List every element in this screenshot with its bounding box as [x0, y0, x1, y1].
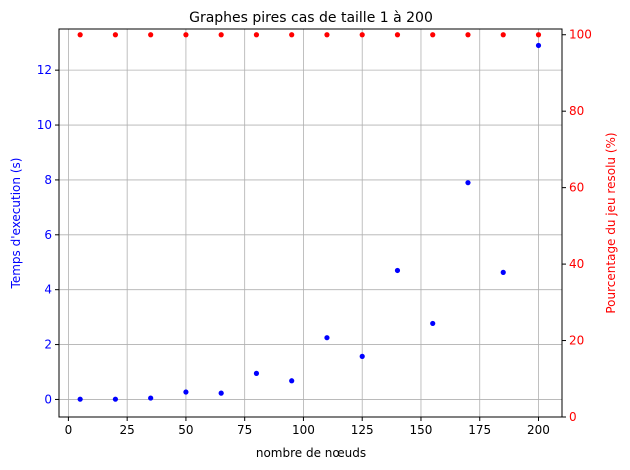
x-tick-label: 0 [65, 423, 73, 437]
y-left-tick-label: 8 [44, 173, 52, 187]
percentage-solved-point [218, 32, 224, 38]
x-tick-label: 100 [292, 423, 315, 437]
x-tick-label: 25 [120, 423, 135, 437]
percentage-solved-point [394, 32, 401, 38]
execution-time-point [394, 267, 401, 274]
y-left-tick-label: 2 [44, 338, 52, 352]
execution-time-point [112, 396, 119, 402]
execution-time-point [535, 42, 542, 49]
y-left-tick-label: 0 [44, 392, 52, 406]
execution-time-point [465, 180, 471, 186]
y-right-tick-label: 20 [569, 334, 584, 348]
percentage-solved-point [430, 32, 436, 38]
percentage-solved-point [500, 32, 506, 38]
x-tick-label: 125 [351, 423, 374, 437]
y-right-tick-label: 0 [569, 410, 577, 424]
y-axis-left-title: Temps d'execution (s) [9, 158, 23, 290]
y-left-tick-label: 6 [44, 228, 52, 242]
execution-time-point [289, 378, 295, 384]
percentage-solved-point [148, 32, 154, 38]
x-tick-label: 50 [178, 423, 193, 437]
y-left-tick-label: 12 [37, 63, 52, 77]
execution-time-point [324, 335, 330, 341]
percentage-solved-point [289, 32, 295, 38]
percentage-solved-series [77, 32, 542, 38]
percentage-solved-point [112, 32, 119, 38]
y-right-tick-label: 40 [569, 257, 584, 271]
grid [59, 29, 562, 417]
y-axis-left: 0 2 4 6 8 10 12 [37, 63, 59, 406]
x-tick-label: 200 [527, 423, 550, 437]
execution-time-point [77, 396, 83, 402]
execution-time-point [148, 395, 154, 401]
y-right-tick-label: 100 [569, 28, 592, 42]
y-left-tick-label: 4 [44, 283, 52, 297]
x-tick-label: 150 [410, 423, 433, 437]
x-tick-label: 75 [237, 423, 252, 437]
y-left-tick-label: 10 [37, 118, 52, 132]
percentage-solved-point [359, 32, 365, 38]
percentage-solved-point [183, 32, 189, 38]
x-axis-title: nombre de nœuds [256, 446, 366, 460]
y-axis-right-title: Pourcentage du jeu resolu (%) [604, 132, 618, 313]
x-tick-label: 175 [468, 423, 491, 437]
percentage-solved-point [77, 32, 83, 38]
execution-time-point [183, 389, 189, 395]
plot-frame [58, 28, 563, 418]
y-right-tick-label: 80 [569, 104, 584, 118]
execution-time-series [77, 42, 542, 402]
x-axis: 0 25 50 75 100 125 150 175 200 [65, 417, 550, 437]
execution-time-point [430, 320, 436, 327]
percentage-solved-point [253, 32, 260, 38]
execution-time-point [500, 269, 506, 275]
execution-time-point [359, 353, 365, 359]
percentage-solved-point [324, 32, 330, 38]
chart-title: Graphes pires cas de taille 1 à 200 [189, 10, 433, 26]
execution-time-point [218, 390, 224, 396]
y-right-tick-label: 60 [569, 181, 584, 195]
execution-time-point [253, 370, 260, 376]
percentage-solved-point [465, 32, 471, 38]
y-axis-right: 0 20 40 60 80 100 [562, 28, 592, 424]
percentage-solved-point [535, 32, 542, 38]
